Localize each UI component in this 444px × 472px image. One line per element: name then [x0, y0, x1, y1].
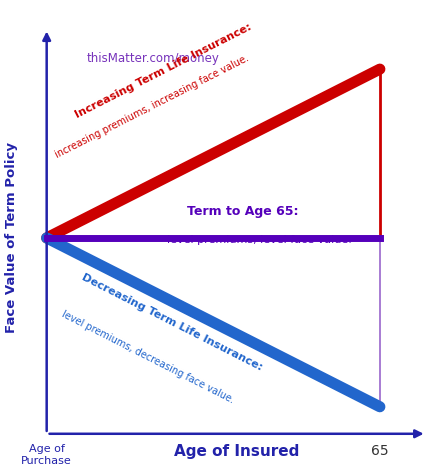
Text: Face Value of Term Policy: Face Value of Term Policy — [5, 143, 18, 333]
Text: thisMatter.com/money: thisMatter.com/money — [87, 52, 219, 65]
Text: Age of
Purchase: Age of Purchase — [21, 444, 72, 465]
Text: increasing premiums, increasing face value.: increasing premiums, increasing face val… — [53, 53, 250, 160]
Text: Age of Insured: Age of Insured — [174, 444, 299, 459]
Text: level premiums, decreasing face value.: level premiums, decreasing face value. — [60, 309, 236, 405]
Text: Decreasing Term Life Insurance:: Decreasing Term Life Insurance: — [80, 272, 264, 372]
Text: Term to Age 65:: Term to Age 65: — [186, 205, 298, 218]
Text: level premiums, level face value.: level premiums, level face value. — [166, 235, 352, 244]
Text: 65: 65 — [371, 444, 388, 458]
Text: Increasing Term Life Insurance:: Increasing Term Life Insurance: — [73, 22, 253, 120]
